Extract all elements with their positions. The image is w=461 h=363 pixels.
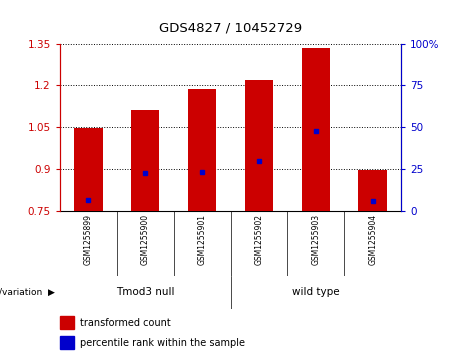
- Bar: [245, 80, 273, 211]
- Bar: [74, 128, 102, 211]
- Text: GSM1255899: GSM1255899: [84, 214, 93, 265]
- Text: GSM1255900: GSM1255900: [141, 214, 150, 265]
- Text: wild type: wild type: [292, 287, 340, 297]
- Bar: [131, 110, 160, 211]
- Bar: [60, 336, 74, 349]
- Text: GSM1255902: GSM1255902: [254, 214, 263, 265]
- Bar: [60, 316, 74, 329]
- Text: GSM1255903: GSM1255903: [311, 214, 320, 265]
- Text: genotype/variation  ▶: genotype/variation ▶: [0, 288, 55, 297]
- Text: GSM1255904: GSM1255904: [368, 214, 377, 265]
- Bar: [301, 48, 330, 211]
- Text: transformed count: transformed count: [80, 318, 171, 328]
- Text: GSM1255901: GSM1255901: [198, 214, 207, 265]
- Text: Tmod3 null: Tmod3 null: [116, 287, 174, 297]
- Bar: [358, 170, 387, 211]
- Bar: [188, 90, 216, 211]
- Text: GDS4827 / 10452729: GDS4827 / 10452729: [159, 22, 302, 35]
- Text: percentile rank within the sample: percentile rank within the sample: [80, 338, 245, 348]
